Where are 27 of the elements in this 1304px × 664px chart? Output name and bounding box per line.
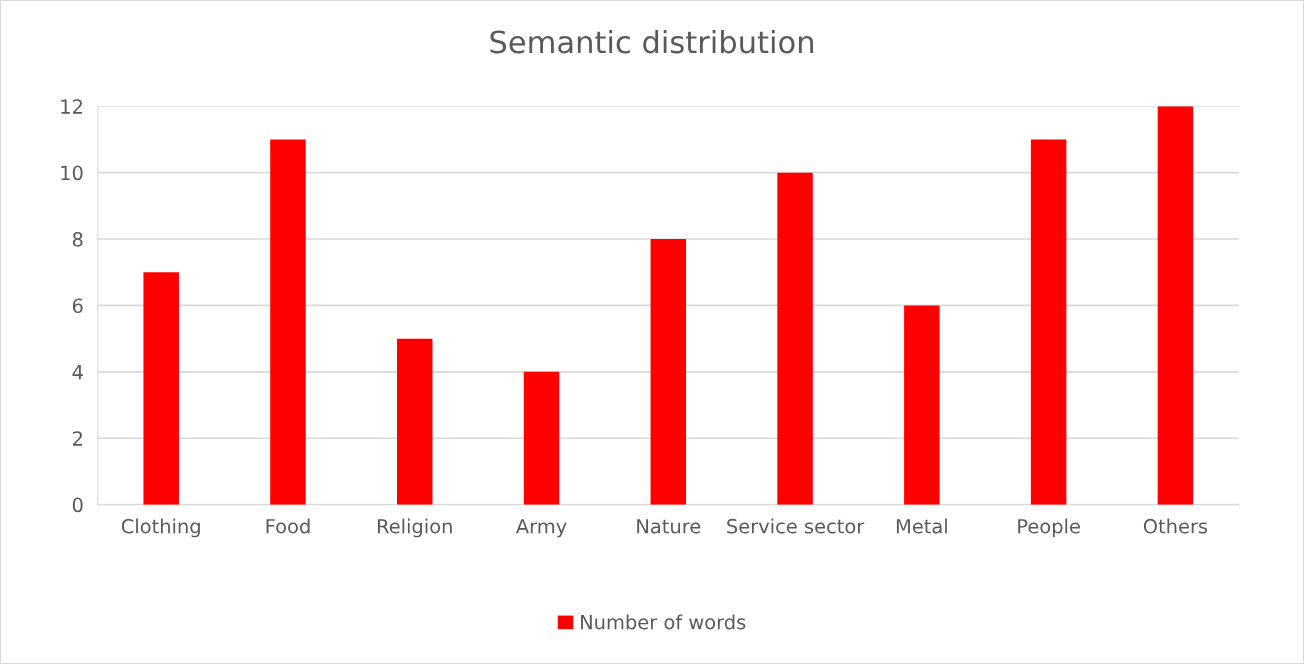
x-tick-label: Religion <box>377 518 452 538</box>
legend-label: Number of words <box>581 614 746 630</box>
y-tick-label: 12 <box>61 99 82 114</box>
x-tick-label: Others <box>1143 518 1208 534</box>
bar <box>143 272 179 505</box>
chart-title: Semantic distribution <box>490 29 813 54</box>
y-tick-label: 4 <box>72 365 83 380</box>
bar <box>1030 139 1067 505</box>
bar <box>1157 106 1194 505</box>
bar <box>523 371 560 505</box>
bar <box>650 239 687 505</box>
bar <box>777 172 813 505</box>
y-tick-label: 0 <box>72 497 83 513</box>
x-tick-label: Metal <box>896 518 947 534</box>
x-tick-label: Food <box>266 518 310 534</box>
x-tick-label: Clothing <box>121 518 200 538</box>
x-tick-label: Army <box>515 519 567 538</box>
bar <box>397 338 433 505</box>
y-tick-label: 2 <box>72 431 82 446</box>
y-tick-label: 8 <box>72 232 83 247</box>
y-tick-label: 10 <box>61 165 83 181</box>
bar <box>904 305 940 505</box>
x-tick-label: Nature <box>637 519 701 534</box>
bar <box>270 139 306 505</box>
y-tick-label: 6 <box>72 298 83 314</box>
x-tick-label: People <box>1018 518 1080 538</box>
x-tick-label: Service sector <box>727 518 865 534</box>
